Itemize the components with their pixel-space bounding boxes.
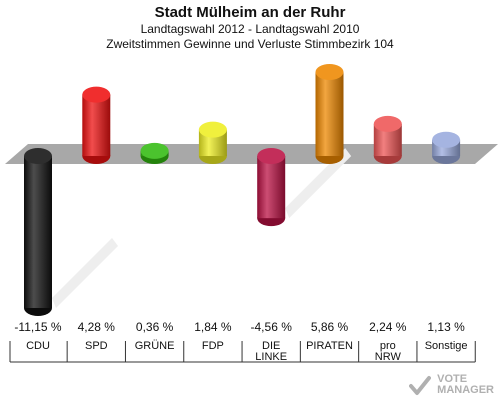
category-label: PIRATEN <box>306 340 353 352</box>
bar-top <box>257 148 286 164</box>
category-label: FDP <box>202 340 224 352</box>
zero-plane <box>5 144 498 164</box>
category-label: DIE <box>262 340 280 352</box>
chart-title: Stadt Mülheim an der Ruhr <box>154 4 346 21</box>
category-label: pro <box>380 340 396 352</box>
category-label: GRÜNE <box>135 340 175 352</box>
category-label: LINKE <box>255 351 287 363</box>
bar-top <box>198 121 227 138</box>
bar-die-linke <box>257 148 352 227</box>
bar-shadow <box>52 238 118 308</box>
chart-titles: Stadt Mülheim an der Ruhr Landtagswahl 2… <box>0 4 500 52</box>
bar-top <box>140 142 169 159</box>
value-labels: -11,15 % 4,28 % 0,36 % 1,84 % -4,56 % 5,86 % 2… <box>14 320 465 334</box>
bars <box>24 64 461 316</box>
value-label: 4,28 % <box>78 320 116 334</box>
bar-top <box>315 64 344 80</box>
bar-fdp <box>198 121 227 164</box>
value-label: 0,36 % <box>136 320 174 334</box>
bar-body <box>24 156 52 308</box>
bar-body <box>82 94 111 156</box>
category-label: Sonstige <box>425 340 468 352</box>
bar-body <box>315 72 344 156</box>
bar-grüne <box>140 142 169 164</box>
bar-top <box>24 148 52 164</box>
category-label: NRW <box>375 351 402 363</box>
ballot-check-icon <box>409 376 432 395</box>
bar-piraten <box>315 64 344 164</box>
bar-cdu <box>24 148 118 316</box>
category-label: CDU <box>26 340 50 352</box>
category-label: SPD <box>85 340 108 352</box>
bar-top <box>432 131 461 148</box>
value-label: 5,86 % <box>311 320 349 334</box>
logo-text-manager: MANAGER <box>437 384 494 396</box>
bar-body <box>257 156 286 219</box>
chart-subtitle: Landtagswahl 2012 - Landtagswahl 2010 <box>140 22 360 36</box>
value-label: -11,15 % <box>14 320 61 334</box>
value-label: 2,24 % <box>369 320 407 334</box>
bar-pro-nrw <box>373 115 402 164</box>
zero-plane-shape <box>5 144 498 164</box>
value-label: -4,56 % <box>251 320 293 334</box>
bar-shadow <box>285 148 352 219</box>
bar-top <box>373 115 402 132</box>
value-label: 1,13 % <box>427 320 465 334</box>
votemanager-logo: VOTE MANAGER <box>409 374 494 396</box>
value-label: 1,84 % <box>194 320 232 334</box>
bar-spd <box>82 86 111 164</box>
bar-top <box>82 86 111 103</box>
bar-sonstige <box>432 131 461 164</box>
chart-subtitle-2: Zweitstimmen Gewinne und Verluste Stimmb… <box>106 37 394 51</box>
logo-text-vote: VOTE <box>437 373 468 385</box>
